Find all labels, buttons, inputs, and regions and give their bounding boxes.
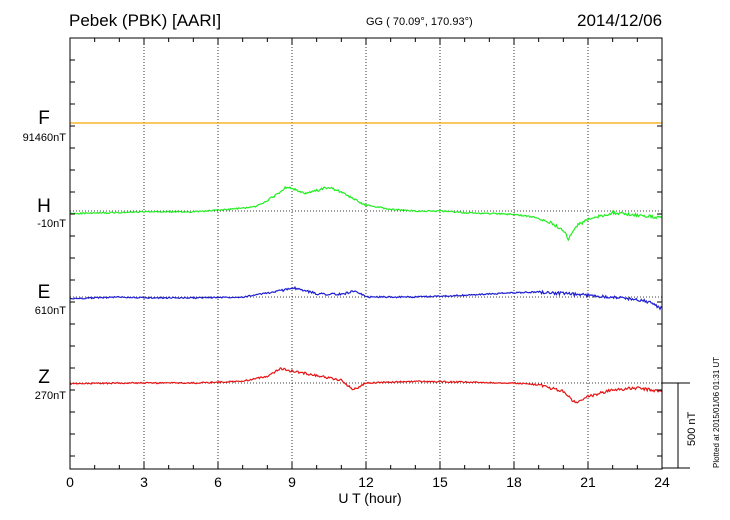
scale-bar-label: 500 nT: [686, 411, 698, 447]
channel-z-baseline: 270nT: [34, 390, 66, 402]
channel-z-letter: Z: [38, 367, 50, 388]
x-tick-label: 9: [288, 474, 296, 490]
channel-h-letter: H: [37, 196, 51, 217]
channel-f-baseline: 91460nT: [22, 132, 66, 144]
x-tick-label: 12: [358, 474, 374, 490]
gridlines: [70, 38, 662, 469]
x-tick-label: 3: [140, 474, 148, 490]
date-label: 2014/12/06: [577, 11, 663, 30]
x-tick-label: 21: [580, 474, 596, 490]
x-tick-label: 24: [654, 474, 670, 490]
series-e-line: [69, 285, 663, 311]
series-lines: [69, 122, 663, 404]
x-axis-label: U T (hour): [338, 490, 402, 506]
x-tick-label: 6: [214, 474, 222, 490]
coordinates-label: GG ( 70.09°, 170.93°): [366, 16, 473, 28]
x-tick-label: 15: [432, 474, 448, 490]
scale-bar: [662, 382, 690, 469]
x-tick-label: 0: [66, 474, 74, 490]
series-h-line: [69, 185, 663, 242]
channel-f-letter: F: [38, 108, 50, 129]
channel-e-letter: E: [37, 282, 51, 303]
series-z-line: [69, 367, 663, 404]
x-tick-label: 18: [506, 474, 522, 490]
channel-h-baseline: -10nT: [37, 218, 66, 230]
station-title: Pebek (PBK) [AARI]: [69, 11, 222, 30]
axis-ticks: [69, 38, 663, 469]
channel-e-baseline: 610nT: [34, 305, 66, 317]
plotted-timestamp: Plotted at 2015/01/06 01:31 UT: [712, 356, 721, 468]
